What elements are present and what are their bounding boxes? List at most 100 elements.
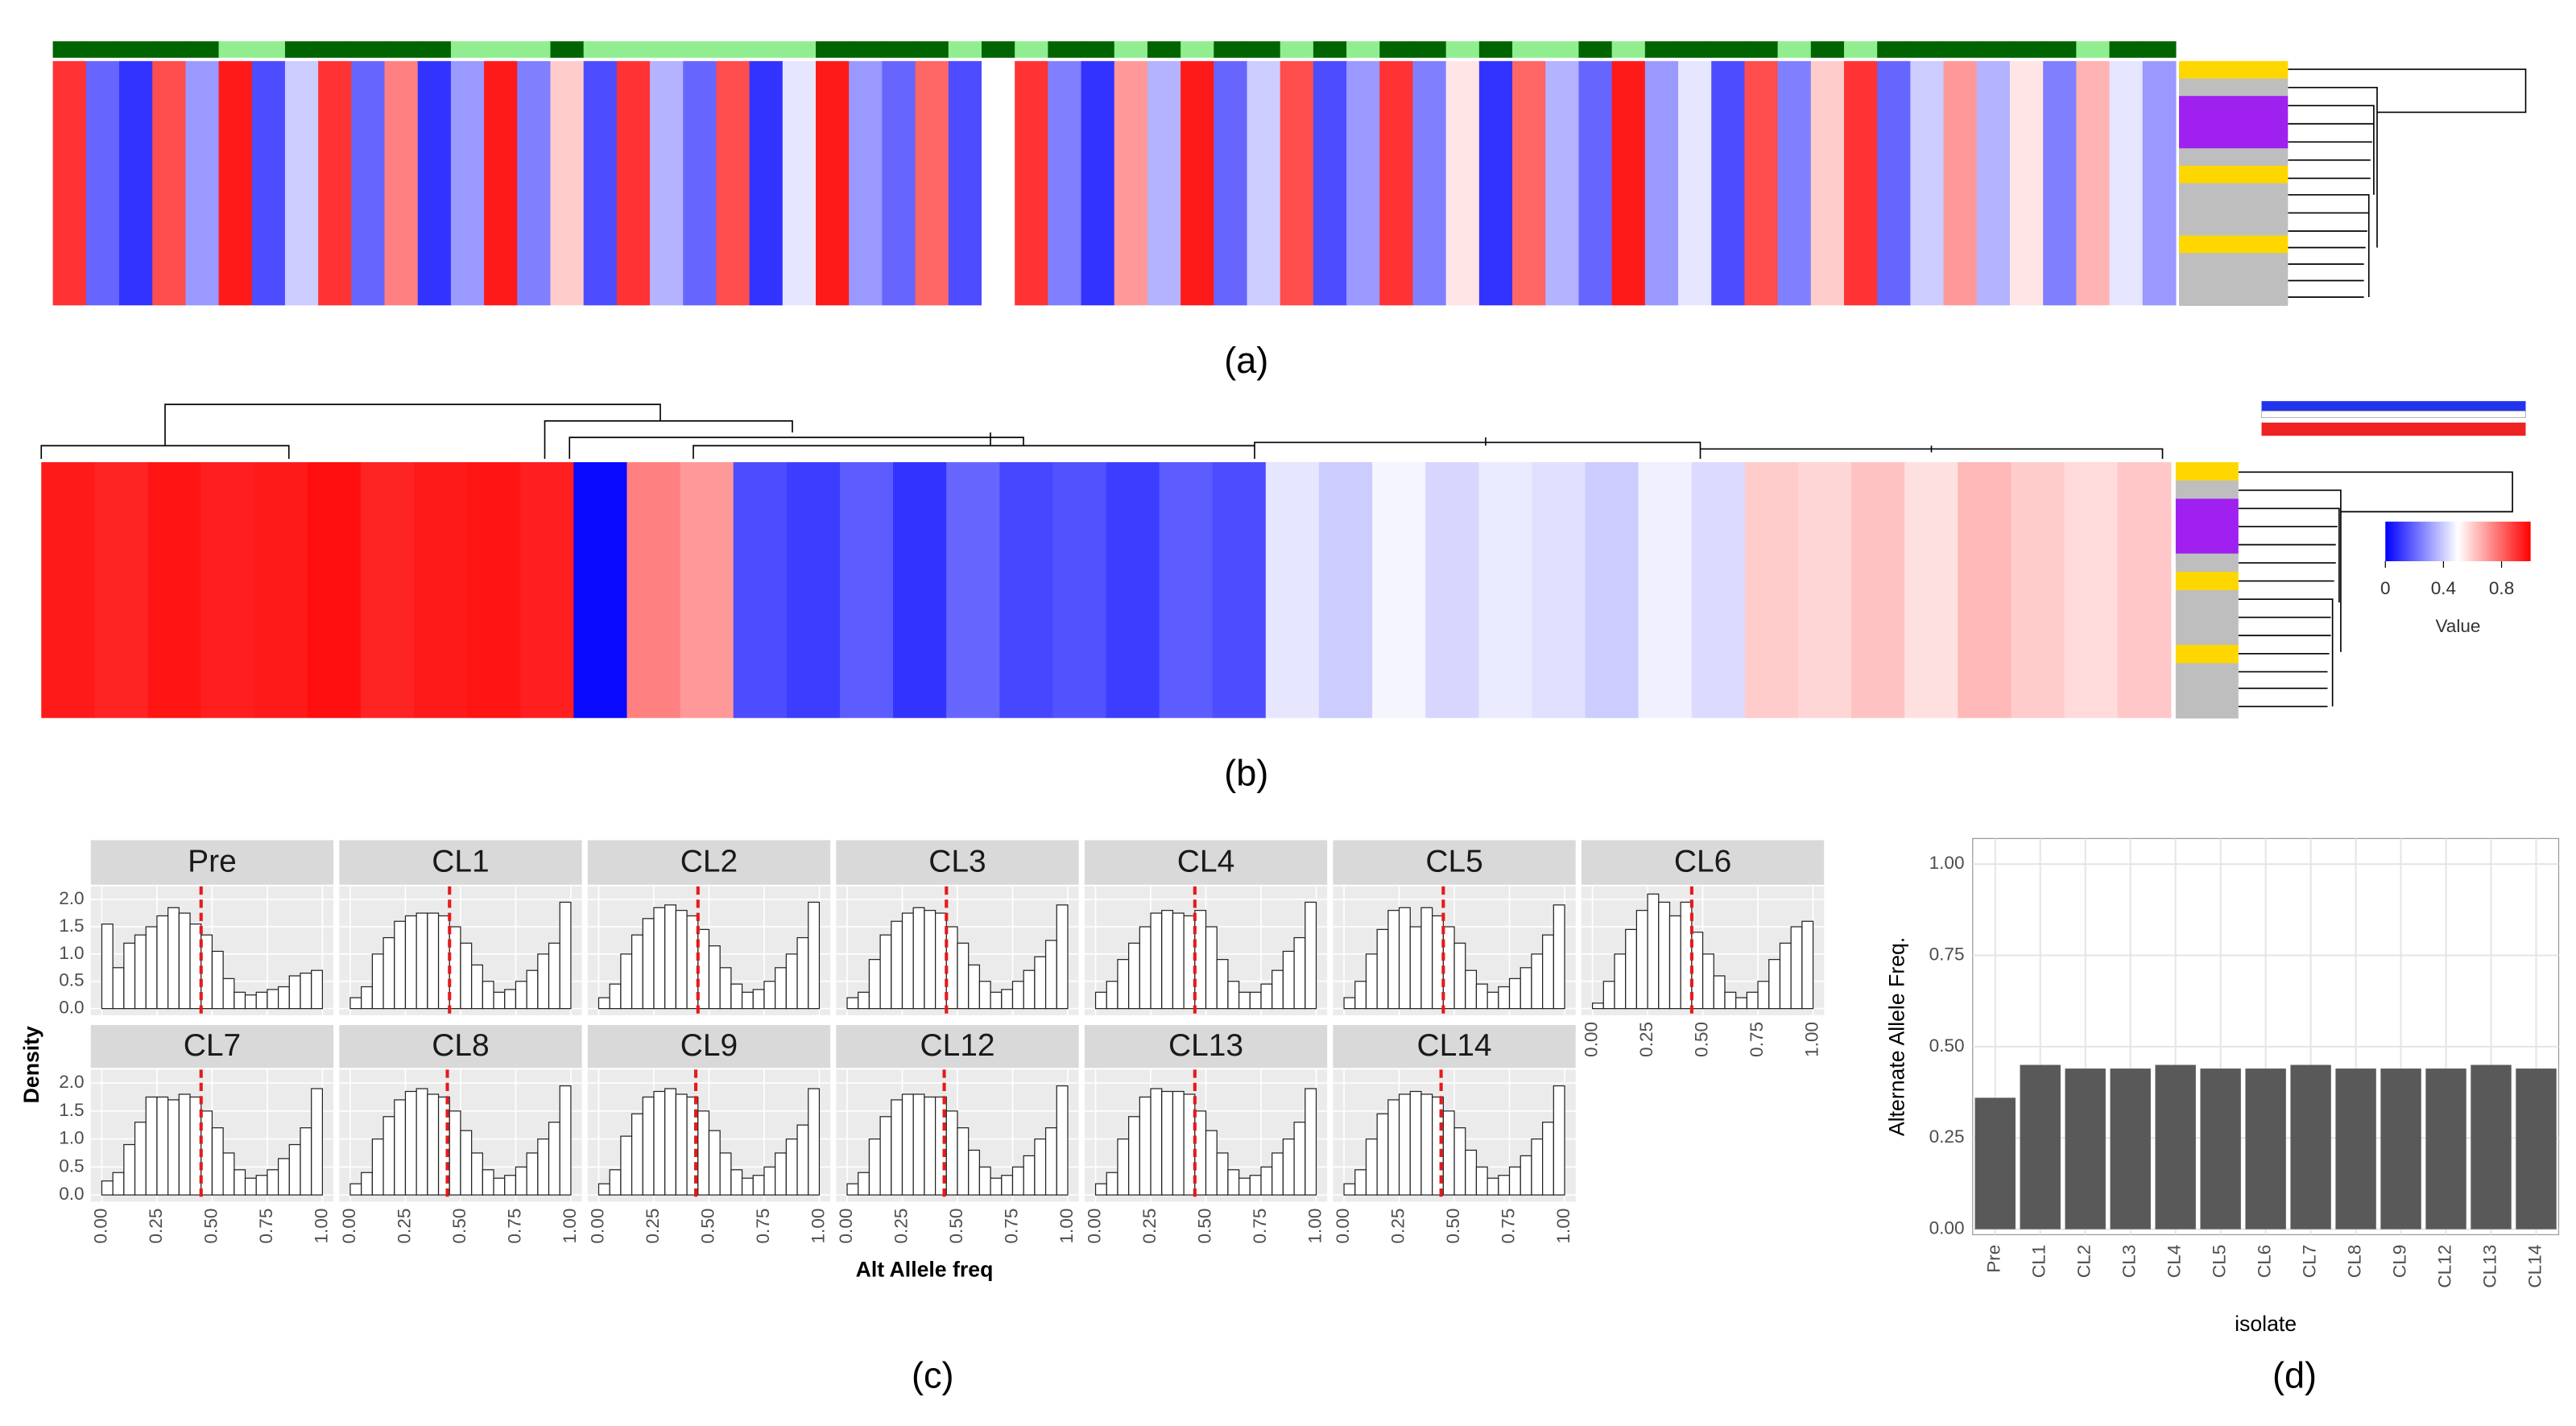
histogram-bar: [620, 953, 633, 1010]
histogram-bar: [1034, 956, 1047, 1010]
histogram-bar: [134, 1122, 147, 1196]
heatmap-column: [94, 462, 149, 718]
y-tick-label: 0.0: [59, 998, 84, 1018]
histogram-bar: [858, 1172, 870, 1196]
column-annotation: [849, 41, 883, 58]
heatmap-column: [948, 60, 982, 306]
x-tick-label: 0.75: [1747, 1022, 1767, 1057]
histogram-bar: [1746, 991, 1759, 1010]
x-axis-title: Alt Allele freq: [856, 1258, 994, 1282]
histogram-bar: [609, 1169, 622, 1196]
y-tick-label: 0.5: [59, 970, 84, 990]
histogram-bar: [1172, 912, 1185, 1010]
histogram-bar: [785, 1138, 798, 1196]
histogram-bar: [1227, 1169, 1240, 1196]
heatmap-column: [1445, 60, 1480, 306]
column-annotation: [2009, 41, 2044, 58]
histogram-bar: [515, 1166, 527, 1196]
y-tick-label: 0.0: [59, 1184, 84, 1204]
column-annotation: [1214, 41, 1248, 58]
heatmap-column: [1379, 60, 1414, 306]
histogram-bar: [1260, 983, 1273, 1010]
histogram-bar: [211, 1127, 224, 1196]
histogram-bar: [493, 991, 506, 1010]
heatmap-column: [1318, 462, 1373, 718]
histogram-bar: [597, 1183, 610, 1196]
histogram-bar: [775, 967, 787, 1010]
histogram-bar: [912, 907, 925, 1010]
histogram-bar: [371, 953, 384, 1010]
heatmap-column: [1313, 60, 1347, 306]
histogram-bar: [1150, 912, 1163, 1010]
heatmap-column: [1372, 462, 1426, 718]
histogram-bar: [719, 1152, 732, 1196]
column-annotation: [152, 41, 186, 58]
histogram-bar: [1724, 991, 1737, 1010]
bar: [2200, 1068, 2241, 1230]
histogram-bar: [1614, 953, 1627, 1010]
histogram-bar: [1420, 1093, 1433, 1196]
histogram-bar: [1343, 1183, 1356, 1196]
y-tick-label: 1.00: [1929, 853, 1965, 873]
histogram-bar: [1498, 1175, 1511, 1196]
column-annotation: [517, 41, 552, 58]
heatmap-column: [1532, 462, 1586, 718]
strip: [836, 1025, 1079, 1068]
column-annotation: [2043, 41, 2077, 58]
row-annotation: [2179, 235, 2289, 254]
histogram-bar: [361, 1172, 373, 1196]
strip: [90, 1025, 334, 1068]
histogram-bar: [145, 1096, 158, 1196]
x-tick-label: 0.50: [697, 1209, 717, 1244]
column-annotation: [417, 41, 452, 58]
histogram-bar: [1161, 910, 1174, 1010]
histogram-bar: [891, 920, 903, 1010]
heatmap-column: [2109, 60, 2144, 306]
column-annotation: [1744, 41, 1779, 58]
x-tick-label: 1.00: [1056, 1209, 1077, 1244]
histogram-bar: [1376, 1113, 1389, 1196]
strip-label: CL7: [184, 1028, 241, 1063]
histogram-bar: [211, 950, 224, 1010]
x-tick-label: 0.00: [587, 1209, 607, 1244]
histogram-bar: [311, 969, 324, 1010]
caption: (a): [1224, 340, 1268, 381]
histogram-bar: [719, 967, 732, 1010]
heatmap-column: [218, 60, 253, 306]
x-tick-label: 0.25: [1139, 1209, 1160, 1244]
heatmap-column: [2117, 462, 2172, 718]
heatmap-column: [650, 60, 684, 306]
histogram-bar: [277, 1158, 290, 1196]
histogram-bar: [924, 1096, 937, 1196]
histogram-bar: [846, 997, 859, 1010]
x-tick-label: 0.50: [1692, 1022, 1712, 1057]
row-annotation: [2175, 480, 2239, 500]
x-tick-label: CL3: [2119, 1245, 2140, 1278]
histogram-bar: [1139, 926, 1152, 1010]
heatmap-column: [749, 60, 784, 306]
heatmap-column: [2076, 60, 2111, 306]
column-annotation: [1545, 41, 1580, 58]
x-tick-label: CL6: [2255, 1245, 2275, 1278]
histogram-bar: [1183, 1093, 1196, 1196]
strip: [1581, 840, 1825, 885]
column-annotation: [1611, 41, 1646, 58]
histogram-bar: [222, 978, 235, 1010]
histogram-bar: [189, 1096, 202, 1196]
heatmap-column: [467, 462, 521, 718]
column-annotation: [1412, 41, 1447, 58]
heatmap-column: [520, 462, 574, 718]
histogram-bar: [1387, 1099, 1400, 1196]
histogram-bar: [1691, 932, 1704, 1010]
heatmap-column: [1644, 60, 1679, 306]
histogram-bar: [858, 991, 870, 1010]
histogram-bar: [427, 912, 440, 1010]
histogram-bar: [675, 1093, 688, 1196]
histogram-bar: [1194, 910, 1207, 1010]
heatmap-column: [882, 60, 916, 306]
x-axis-title: isolate: [2235, 1312, 2297, 1336]
row-annotation: [2179, 200, 2289, 219]
histogram-bar: [112, 1172, 125, 1196]
heatmap-column: [946, 462, 1000, 718]
column-annotation: [185, 41, 220, 58]
